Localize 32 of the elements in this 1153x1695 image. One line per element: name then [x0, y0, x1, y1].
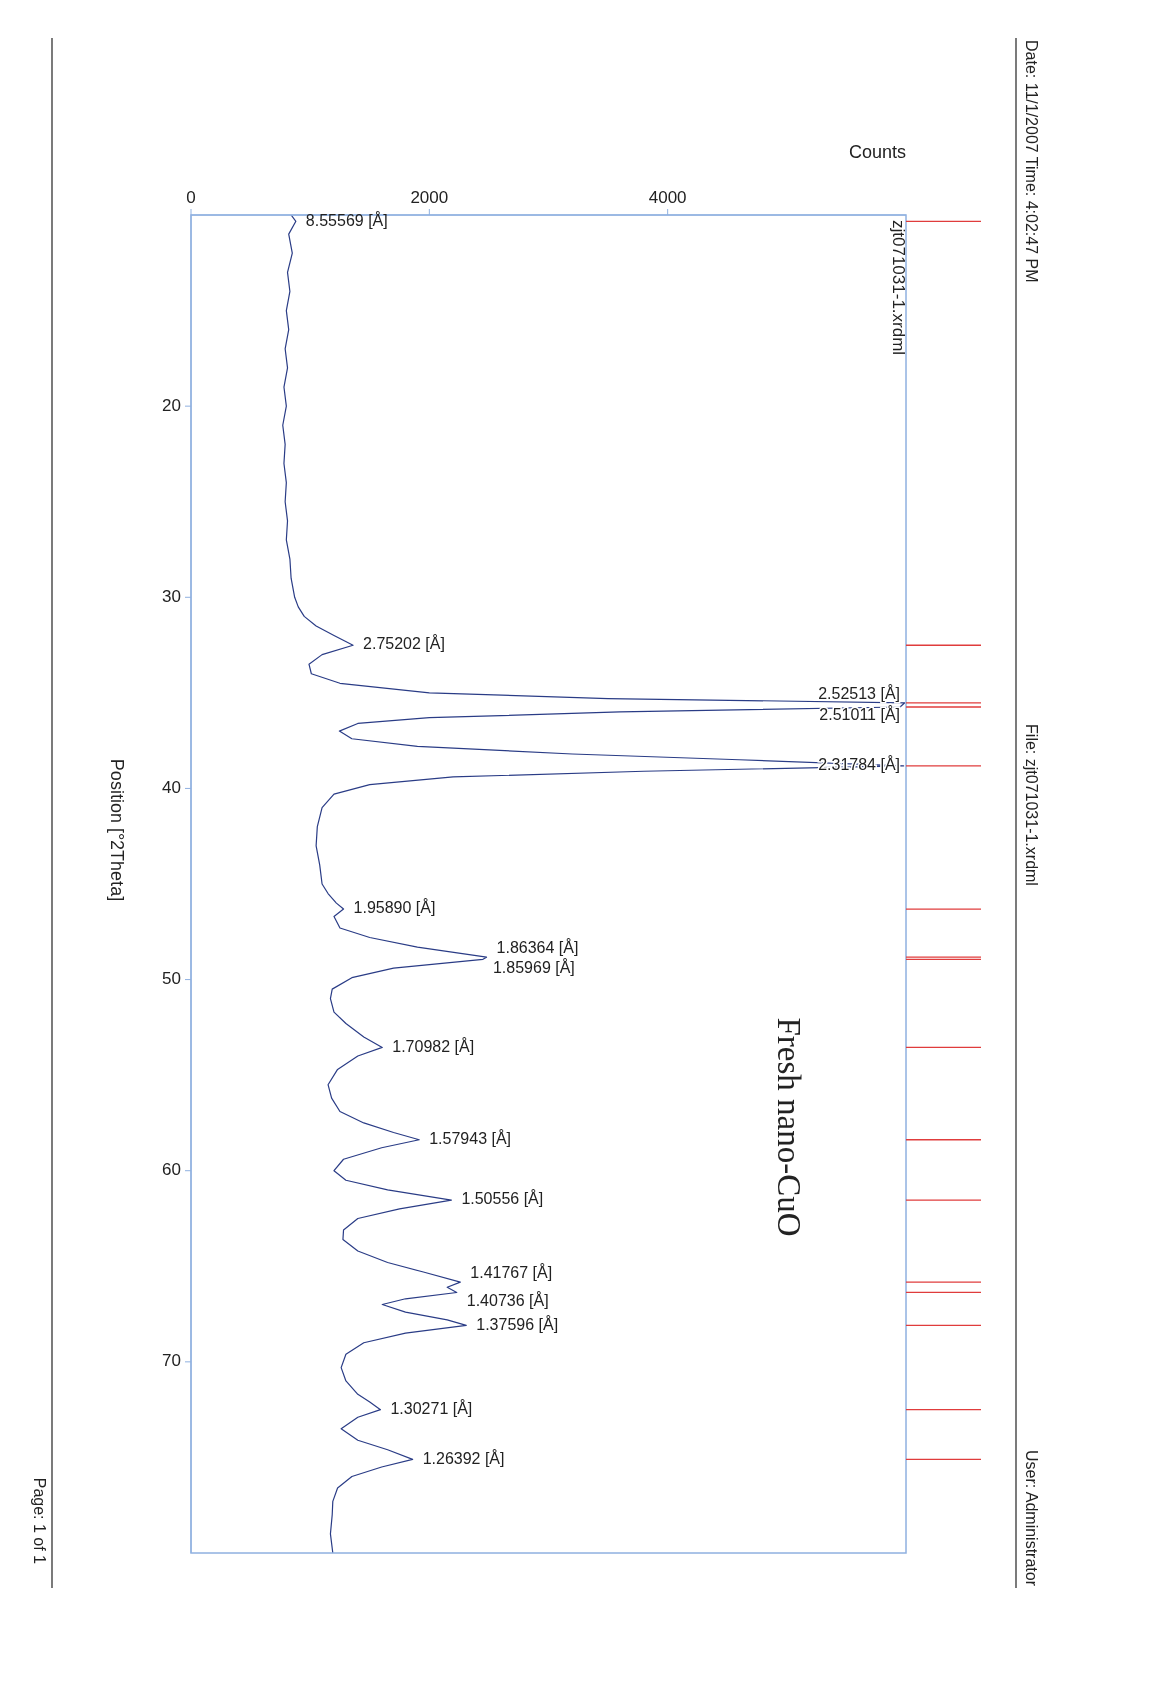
annotation: 1.50556 [Å] — [461, 1189, 544, 1208]
text: Date: 11/1/2007 Time: 4:02:47 PM — [1022, 40, 1040, 283]
y-tick-label: 30 — [162, 586, 181, 606]
x-axis-title: Counts — [848, 142, 906, 162]
y-tick-label: 20 — [162, 395, 181, 415]
y-axis-title: Position [°2Theta] — [107, 758, 128, 902]
y-tick-label: 50 — [162, 969, 181, 989]
annotation: zjt071031-1.xrdml — [888, 220, 908, 356]
annotation: 1.57943 [Å] — [429, 1128, 512, 1147]
annotation: 1.26392 [Å] — [422, 1448, 505, 1467]
x-tick-label: 2000 — [410, 188, 449, 207]
annotation: Fresh nano-CuO — [771, 1017, 808, 1237]
annotation: 1.30271 [Å] — [390, 1398, 473, 1417]
annotation: 1.41767 [Å] — [470, 1263, 553, 1282]
annotation: 1.95890 [Å] — [353, 898, 436, 917]
text: User: Administrator — [1022, 1449, 1040, 1587]
annotation: 1.86364 [Å] — [496, 938, 579, 957]
annotation: 2.52513 [Å] — [818, 684, 900, 703]
annotation: 2.51011 [Å] — [819, 705, 900, 724]
annotation: 8.55569 [Å] — [305, 210, 388, 229]
x-tick-label: 4000 — [648, 188, 687, 207]
annotation: 1.70982 [Å] — [392, 1036, 475, 1055]
text: Page: 1 of 1 — [30, 1477, 48, 1565]
text: File: zjt071031-1.xrdml — [1022, 724, 1040, 886]
y-tick-label: 70 — [162, 1351, 181, 1371]
x-tick-label: 0 — [186, 188, 196, 207]
annotation: 1.37596 [Å] — [476, 1314, 559, 1333]
annotation: 2.75202 [Å] — [363, 634, 445, 653]
annotation: 1.85969 [Å] — [492, 957, 575, 976]
y-tick-label: 40 — [162, 777, 181, 797]
annotation: 1.40736 [Å] — [466, 1290, 549, 1309]
y-tick-label: 60 — [162, 1160, 181, 1180]
